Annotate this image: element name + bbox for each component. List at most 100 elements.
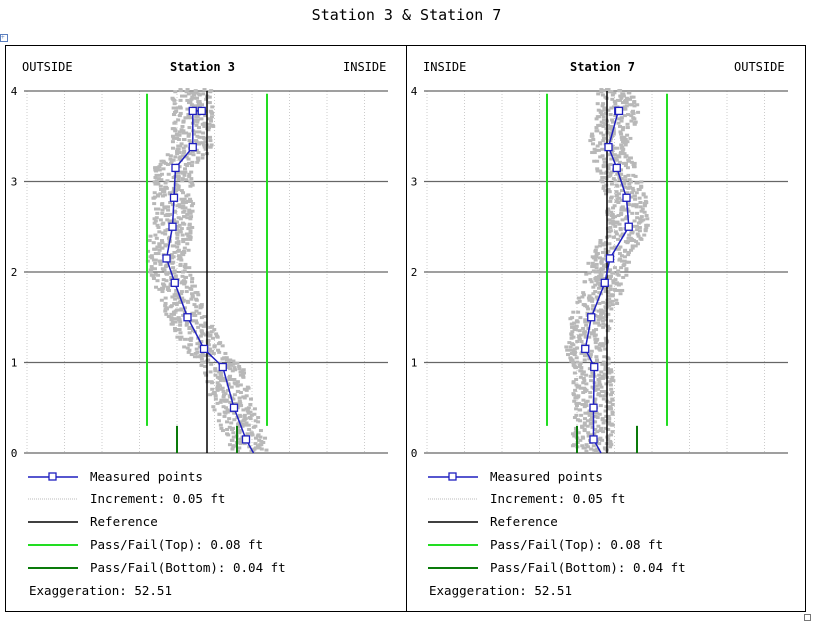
scatter-point — [221, 389, 226, 393]
scatter-point — [163, 181, 168, 185]
scatter-point — [221, 405, 226, 409]
scatter-point — [187, 343, 192, 347]
scatter-point — [159, 172, 164, 176]
scatter-point — [172, 218, 177, 222]
scatter-point — [190, 292, 195, 296]
resize-handle-icon[interactable] — [804, 614, 811, 621]
scatter-point — [166, 172, 171, 176]
scatter-point — [208, 145, 213, 149]
charts-frame — [5, 45, 806, 612]
scatter-point — [188, 273, 193, 277]
scatter-point — [232, 418, 237, 422]
scatter-point — [227, 417, 232, 421]
scatter-point — [149, 273, 154, 277]
scatter-point — [248, 410, 253, 414]
scatter-point — [187, 208, 192, 212]
scatter-point — [244, 394, 249, 398]
scatter-point — [185, 212, 190, 216]
measured-point — [197, 106, 206, 116]
scatter-point — [215, 381, 220, 385]
scatter-point — [194, 139, 199, 143]
scatter-point — [149, 265, 154, 269]
scatter-point — [171, 260, 176, 264]
scatter-point — [154, 207, 159, 211]
station3-right-label: INSIDE — [343, 60, 387, 74]
legend-pass-top-label: Pass/Fail(Top): 0.08 ft — [490, 537, 664, 552]
scatter-point — [156, 207, 161, 211]
scatter-point — [146, 249, 151, 253]
scatter-point — [181, 279, 186, 283]
scatter-point — [179, 292, 184, 296]
scatter-point — [176, 316, 181, 320]
y-tick-label: 4 — [11, 85, 18, 98]
scatter-point — [188, 180, 193, 184]
scatter-point — [219, 374, 224, 378]
scatter-point — [227, 443, 232, 447]
scatter-point — [237, 367, 242, 371]
scatter-point — [194, 130, 199, 134]
scatter-point — [173, 329, 178, 333]
scatter-point — [148, 234, 153, 238]
scatter-point — [226, 382, 231, 386]
scatter-point — [253, 436, 258, 440]
reference-swatch-icon — [28, 521, 78, 523]
scatter-point — [153, 252, 158, 256]
scatter-point — [158, 261, 163, 265]
scatter-point — [173, 317, 178, 321]
scatter-point — [194, 347, 199, 351]
scatter-point — [191, 153, 196, 157]
scatter-point — [198, 334, 203, 338]
legend-reference-label: Reference — [90, 514, 158, 529]
scatter-point — [208, 139, 213, 143]
scatter-point — [176, 174, 181, 178]
scatter-point — [211, 405, 216, 409]
scatter-point — [207, 126, 212, 130]
station7-title: Station 7 — [570, 60, 636, 74]
measured-point — [229, 403, 239, 412]
scatter-point — [152, 202, 157, 206]
pass-top-swatch-icon — [28, 544, 78, 546]
scatter-point — [181, 191, 186, 195]
scatter-point — [173, 155, 178, 159]
reference-swatch-icon — [428, 521, 478, 523]
scatter-point — [160, 208, 165, 212]
scatter-point — [201, 92, 206, 96]
scatter-point — [210, 387, 215, 391]
scatter-point — [231, 359, 236, 363]
scatter-point — [196, 92, 201, 96]
scatter-point — [175, 228, 180, 232]
scatter-point — [183, 162, 188, 166]
scatter-point — [170, 203, 175, 207]
scatter-point — [194, 319, 199, 323]
scatter-point — [188, 217, 193, 221]
scatter-point — [178, 320, 183, 324]
scatter-point — [218, 379, 223, 383]
scatter-point — [179, 189, 184, 193]
scatter-point — [147, 239, 152, 243]
scatter-point — [202, 121, 207, 125]
scatter-point — [176, 248, 181, 252]
scatter-point — [159, 178, 164, 182]
expand-icon[interactable]: + — [0, 34, 8, 42]
y-tick-label: 1 — [11, 357, 18, 370]
scatter-point — [207, 95, 212, 99]
scatter-point — [179, 307, 184, 311]
scatter-point — [168, 191, 173, 195]
scatter-point — [176, 178, 181, 182]
scatter-point — [176, 171, 181, 175]
scatter-point — [157, 259, 162, 263]
scatter-point — [238, 370, 243, 374]
scatter-point — [153, 176, 158, 180]
scatter-point — [240, 424, 245, 428]
scatter-point — [213, 369, 218, 373]
scatter-point — [194, 115, 199, 119]
scatter-point — [187, 152, 192, 156]
scatter-point — [215, 388, 220, 392]
scatter-point — [179, 142, 184, 146]
scatter-point — [247, 427, 252, 431]
scatter-point — [158, 192, 163, 196]
scatter-point — [207, 349, 212, 353]
scatter-point — [170, 146, 175, 150]
scatter-point — [156, 225, 161, 229]
scatter-point — [248, 397, 253, 401]
